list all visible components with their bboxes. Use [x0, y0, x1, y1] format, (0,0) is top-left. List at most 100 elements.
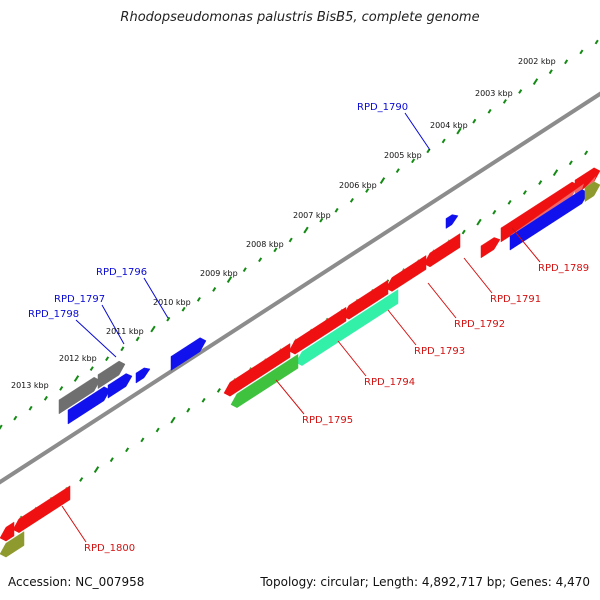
gene-label: RPD_1789	[538, 263, 589, 274]
scale-tick	[584, 150, 589, 156]
gene-arrow-highlight	[501, 176, 574, 228]
label-leader-line	[143, 277, 169, 319]
gene-arrow	[230, 353, 299, 408]
label-leader-line	[337, 340, 367, 377]
scale-tick	[212, 287, 217, 292]
scale-tick	[487, 108, 492, 114]
gene-arrow	[97, 360, 126, 390]
scale-tick	[303, 226, 309, 234]
scale-tick	[120, 346, 125, 352]
gene-label: RPD_1796	[96, 267, 147, 278]
gene-arrow-highlight	[171, 331, 202, 357]
gene-arrow	[135, 367, 151, 384]
gene-label: RPD_1795	[302, 415, 353, 426]
kbp-label: 2004 kbp	[430, 121, 468, 130]
scale-tick	[379, 177, 386, 184]
scale-tick	[502, 99, 507, 104]
scale-tick	[472, 118, 477, 124]
label-leader-line	[427, 282, 457, 319]
label-leader-line	[404, 112, 431, 151]
scale-tick	[242, 267, 247, 273]
label-leader-line	[463, 257, 493, 294]
gene-label: RPD_1797	[54, 294, 105, 305]
label-leader-line	[101, 304, 125, 345]
scale-tick	[109, 457, 114, 463]
scale-tick	[288, 237, 293, 243]
gene-label: RPD_1790	[357, 102, 408, 113]
scale-tick	[73, 375, 80, 382]
scale-tick	[226, 276, 233, 283]
scale-tick	[43, 395, 48, 401]
gene-label: RPD_1792	[454, 319, 505, 330]
kbp-label: 2012 kbp	[59, 354, 97, 363]
gene-arrow	[107, 373, 133, 399]
scale-tick	[456, 127, 462, 135]
gene-labels: RPD_1790 RPD_1796 RPD_1797 RPD_1798 RPD_1789…	[28, 102, 589, 554]
scale-tick	[89, 366, 94, 372]
label-leader-line	[511, 227, 541, 263]
scale-tick	[441, 138, 446, 144]
scale-tick	[492, 209, 497, 215]
scale-tick	[201, 397, 206, 403]
gene-arrow	[423, 232, 461, 268]
label-leader-line	[387, 309, 417, 346]
scale-tick	[461, 229, 466, 235]
gene-label: RPD_1800	[84, 543, 135, 554]
kbp-label: 2006 kbp	[339, 181, 377, 190]
scale-tick	[594, 39, 599, 45]
gene-arrow-highlight	[296, 287, 400, 356]
kbp-label: 2013 kbp	[11, 381, 49, 390]
kbp-label: 2008 kbp	[246, 240, 284, 249]
scale-tick	[13, 415, 18, 421]
kbp-label: 2005 kbp	[384, 151, 422, 160]
gene-arrow	[170, 337, 207, 371]
scale-tick	[125, 447, 130, 453]
scale-tick	[548, 69, 553, 75]
outer-tick-track	[0, 39, 599, 430]
kbp-label: 2010 kbp	[153, 298, 191, 307]
scale-tick	[552, 169, 559, 177]
scale-tick	[170, 416, 176, 424]
map-title: Rhodopseudomonas palustris BisB5, comple…	[120, 10, 480, 25]
scale-tick	[507, 199, 512, 205]
gene-arrow	[0, 531, 25, 558]
scale-tick	[258, 257, 263, 263]
scale-tick	[518, 89, 523, 94]
gene-arrow-highlight	[136, 361, 146, 374]
gene-arrow-highlight	[510, 183, 584, 237]
scale-tick	[186, 407, 191, 413]
gene-arrow	[223, 342, 291, 397]
gene-arrow-highlight	[343, 278, 390, 310]
scale-tick	[395, 168, 400, 174]
gene-arrow-highlight	[59, 371, 96, 400]
gene-arrow-highlight	[224, 341, 292, 387]
gene-label: RPD_1791	[490, 294, 541, 305]
gene-arrow-highlight	[13, 483, 72, 523]
scale-tick	[155, 427, 160, 433]
scale-tick	[538, 180, 543, 185]
gene-label: RPD_1793	[414, 346, 465, 357]
kbp-label: 2003 kbp	[475, 89, 513, 98]
gene-arrow	[584, 181, 600, 203]
gene-label: RPD_1798	[28, 309, 79, 320]
gene-features	[0, 161, 600, 558]
scale-tick	[365, 188, 370, 193]
scale-tick	[334, 207, 339, 213]
gene-arrow	[12, 485, 71, 533]
label-leader-line	[75, 319, 117, 358]
gene-arrow-highlight	[289, 305, 348, 345]
gene-arrow-highlight	[481, 231, 496, 246]
scale-tick	[349, 197, 354, 203]
scale-tick	[196, 296, 201, 302]
gene-arrow-highlight	[386, 253, 428, 282]
gene-arrow-highlight	[0, 529, 26, 547]
gene-arrow	[58, 376, 101, 415]
genome-backbone	[0, 91, 600, 485]
gene-arrow-highlight	[231, 352, 300, 398]
scale-tick	[150, 325, 156, 333]
scale-tick	[319, 217, 324, 223]
scale-tick	[181, 306, 186, 312]
kbp-label: 2009 kbp	[200, 269, 238, 278]
